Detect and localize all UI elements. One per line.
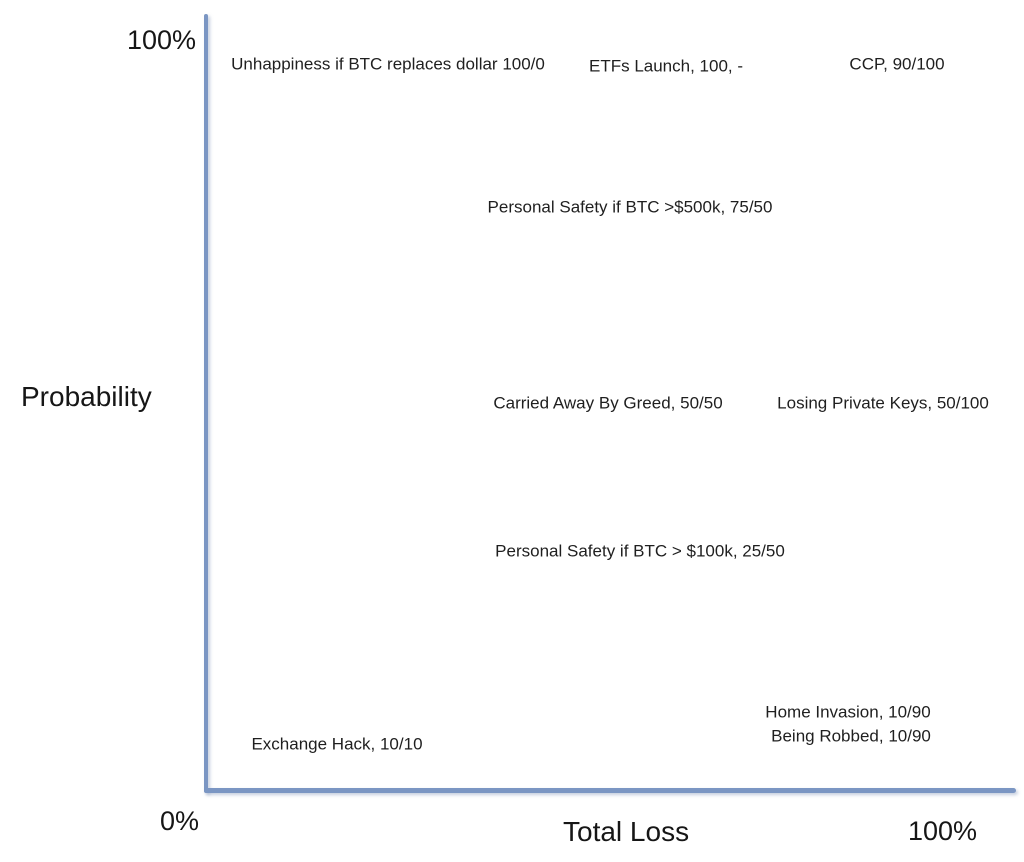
data-point-label: Personal Safety if BTC > $100k, 25/50 (495, 541, 785, 561)
data-point-label: Carried Away By Greed, 50/50 (493, 393, 723, 413)
x-axis-title: Total Loss (563, 816, 690, 847)
data-point-label: Personal Safety if BTC >$500k, 75/50 (487, 197, 773, 217)
y-axis-line (204, 14, 208, 793)
data-point-label: CCP, 90/100 (849, 54, 945, 74)
data-point-label: Home Invasion, 10/90 (765, 702, 931, 722)
data-point-label: Unhappiness if BTC replaces dollar 100/0 (231, 54, 545, 74)
data-point-label: ETFs Launch, 100, - (588, 56, 744, 76)
data-point-label: Exchange Hack, 10/10 (251, 734, 423, 754)
y-axis-max-tick-label: 100% (126, 25, 196, 55)
data-point-label: Being Robbed, 10/90 (771, 726, 931, 746)
y-axis-title: Probability (21, 381, 152, 412)
x-axis-max-tick-label: 100% (908, 816, 978, 846)
y-axis-min-tick-label: 0% (160, 806, 200, 836)
x-axis-line (204, 788, 1016, 793)
data-point-label: Losing Private Keys, 50/100 (777, 393, 989, 413)
